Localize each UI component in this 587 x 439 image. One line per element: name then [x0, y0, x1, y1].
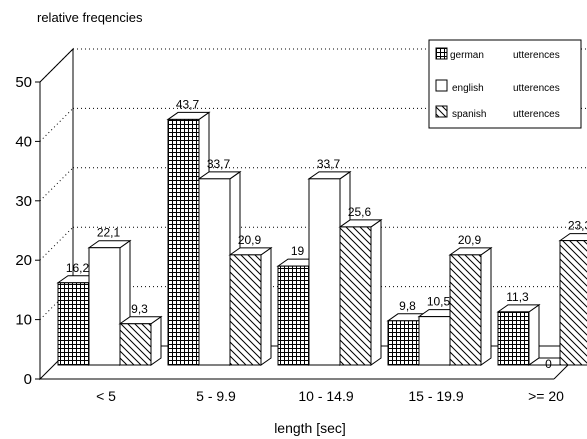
bar-front	[418, 316, 451, 366]
x-category-label: 15 - 19.9	[408, 388, 463, 404]
bar-front	[308, 178, 341, 366]
legend-item-spanish: spanish utterences	[435, 105, 560, 120]
bar-front	[229, 254, 262, 366]
y-axis-label: relative freqencies	[37, 10, 143, 25]
x-axis-label: length [sec]	[274, 420, 346, 436]
bar-front	[277, 265, 310, 366]
legend-item-german: german utterences	[435, 47, 560, 61]
data-label: 9,3	[131, 302, 148, 316]
bar-side	[528, 303, 540, 366]
data-label: 33,7	[207, 157, 231, 171]
bar-front	[167, 118, 200, 366]
bar-front	[559, 240, 587, 366]
legend-swatch-english	[435, 79, 448, 92]
data-label: 16,2	[66, 261, 90, 275]
legend-item-english: english utterences	[435, 79, 560, 94]
x-category-label: < 5	[96, 388, 116, 404]
data-labels: 16,2 22,1 9,3 43,7 33,7 20,9 19 33,7 25,6 9,8 10,5…	[66, 97, 587, 371]
bar-front	[387, 320, 420, 366]
legend-suffix-german: utterences	[513, 50, 560, 61]
bar-side	[480, 246, 492, 366]
x-category-label: >= 20	[528, 388, 564, 404]
data-label: 33,7	[317, 157, 341, 171]
data-label: 10,5	[427, 295, 451, 309]
legend-swatch-spanish	[435, 105, 448, 118]
data-label: 43,7	[176, 97, 200, 111]
bars	[56, 111, 587, 366]
y-tick-label: 30	[15, 193, 32, 210]
data-label: 9,8	[399, 299, 416, 313]
legend-suffix-english: utterences	[513, 83, 560, 94]
y-tick-label: 10	[15, 312, 32, 329]
data-label: 23,3	[568, 219, 587, 233]
bar-side	[150, 315, 162, 366]
bar-front	[198, 178, 231, 366]
legend-box	[428, 39, 582, 129]
legend: german utterences english utterences spa…	[428, 39, 582, 129]
x-category-label: 5 - 9.9	[196, 388, 236, 404]
bar-front	[57, 282, 90, 366]
legend-suffix-spanish: utterences	[513, 109, 560, 120]
data-label: 22,1	[97, 226, 121, 240]
bar	[558, 233, 587, 366]
bar-front	[88, 247, 121, 366]
data-label: 0	[545, 357, 552, 371]
x-category-label: 10 - 14.9	[298, 388, 353, 404]
y-tick-label: 50	[15, 74, 32, 91]
y-ticks: 0 10 20 30 40 50	[15, 74, 40, 388]
bar	[338, 218, 383, 366]
bar-top	[558, 233, 587, 242]
data-label: 11,3	[506, 290, 529, 304]
bar-front	[449, 254, 482, 366]
data-label: 20,9	[238, 233, 262, 247]
bar-side	[260, 246, 272, 366]
legend-swatch-german	[435, 47, 448, 60]
bar	[448, 246, 493, 366]
bar	[118, 315, 163, 366]
y-tick-label: 40	[15, 133, 32, 150]
bar-front	[119, 323, 152, 366]
y-tick-label: 0	[24, 371, 32, 388]
data-label: 20,9	[458, 233, 482, 247]
y-tick-label: 20	[15, 252, 32, 269]
legend-label-spanish: spanish	[452, 109, 486, 120]
bar	[228, 246, 273, 366]
bar-side	[370, 218, 382, 366]
bar-front	[497, 311, 530, 366]
data-label: 19	[291, 244, 305, 258]
bar-front	[339, 226, 372, 366]
legend-label-english: english	[452, 83, 484, 94]
data-label: 25,6	[348, 205, 372, 219]
x-categories: < 5 5 - 9.9 10 - 14.9 15 - 19.9 >= 20	[96, 388, 564, 404]
bar	[496, 303, 541, 366]
legend-label-german: german	[450, 50, 484, 61]
